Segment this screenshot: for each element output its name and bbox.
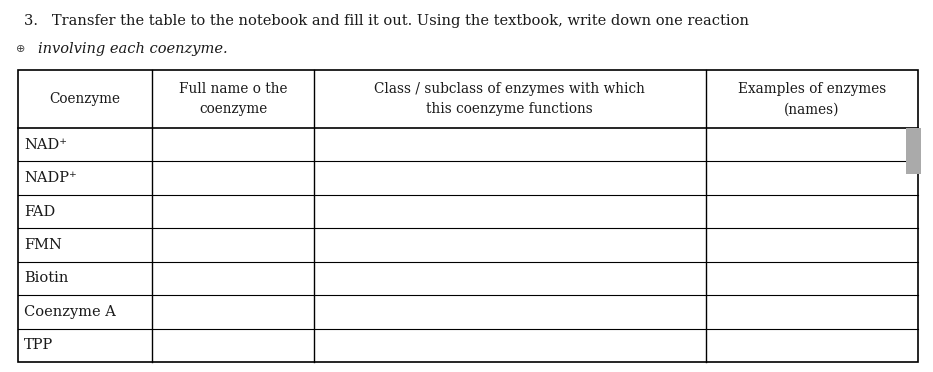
Text: NADP⁺: NADP⁺ [24,171,77,185]
Text: Biotin: Biotin [24,272,68,285]
Text: FAD: FAD [24,205,55,219]
Text: TPP: TPP [24,338,53,352]
Text: Examples of enzymes
(names): Examples of enzymes (names) [738,82,886,116]
Text: involving each coenzyme.: involving each coenzyme. [38,42,228,56]
Text: Coenzyme: Coenzyme [49,92,120,106]
Text: NAD⁺: NAD⁺ [24,138,67,152]
Bar [18,70,918,362]
Text: Coenzyme A: Coenzyme A [24,305,116,319]
Text: 3.   Transfer the table to the notebook and fill it out. Using the textbook, wri: 3. Transfer the table to the notebook an… [24,14,749,28]
Text: Class / subclass of enzymes with which
this coenzyme functions: Class / subclass of enzymes with which t… [374,82,646,116]
Bar [906,128,921,174]
Text: Full name o the
coenzyme: Full name o the coenzyme [179,82,287,116]
Text: FMN: FMN [24,238,62,252]
Text: ⊕: ⊕ [16,44,25,54]
